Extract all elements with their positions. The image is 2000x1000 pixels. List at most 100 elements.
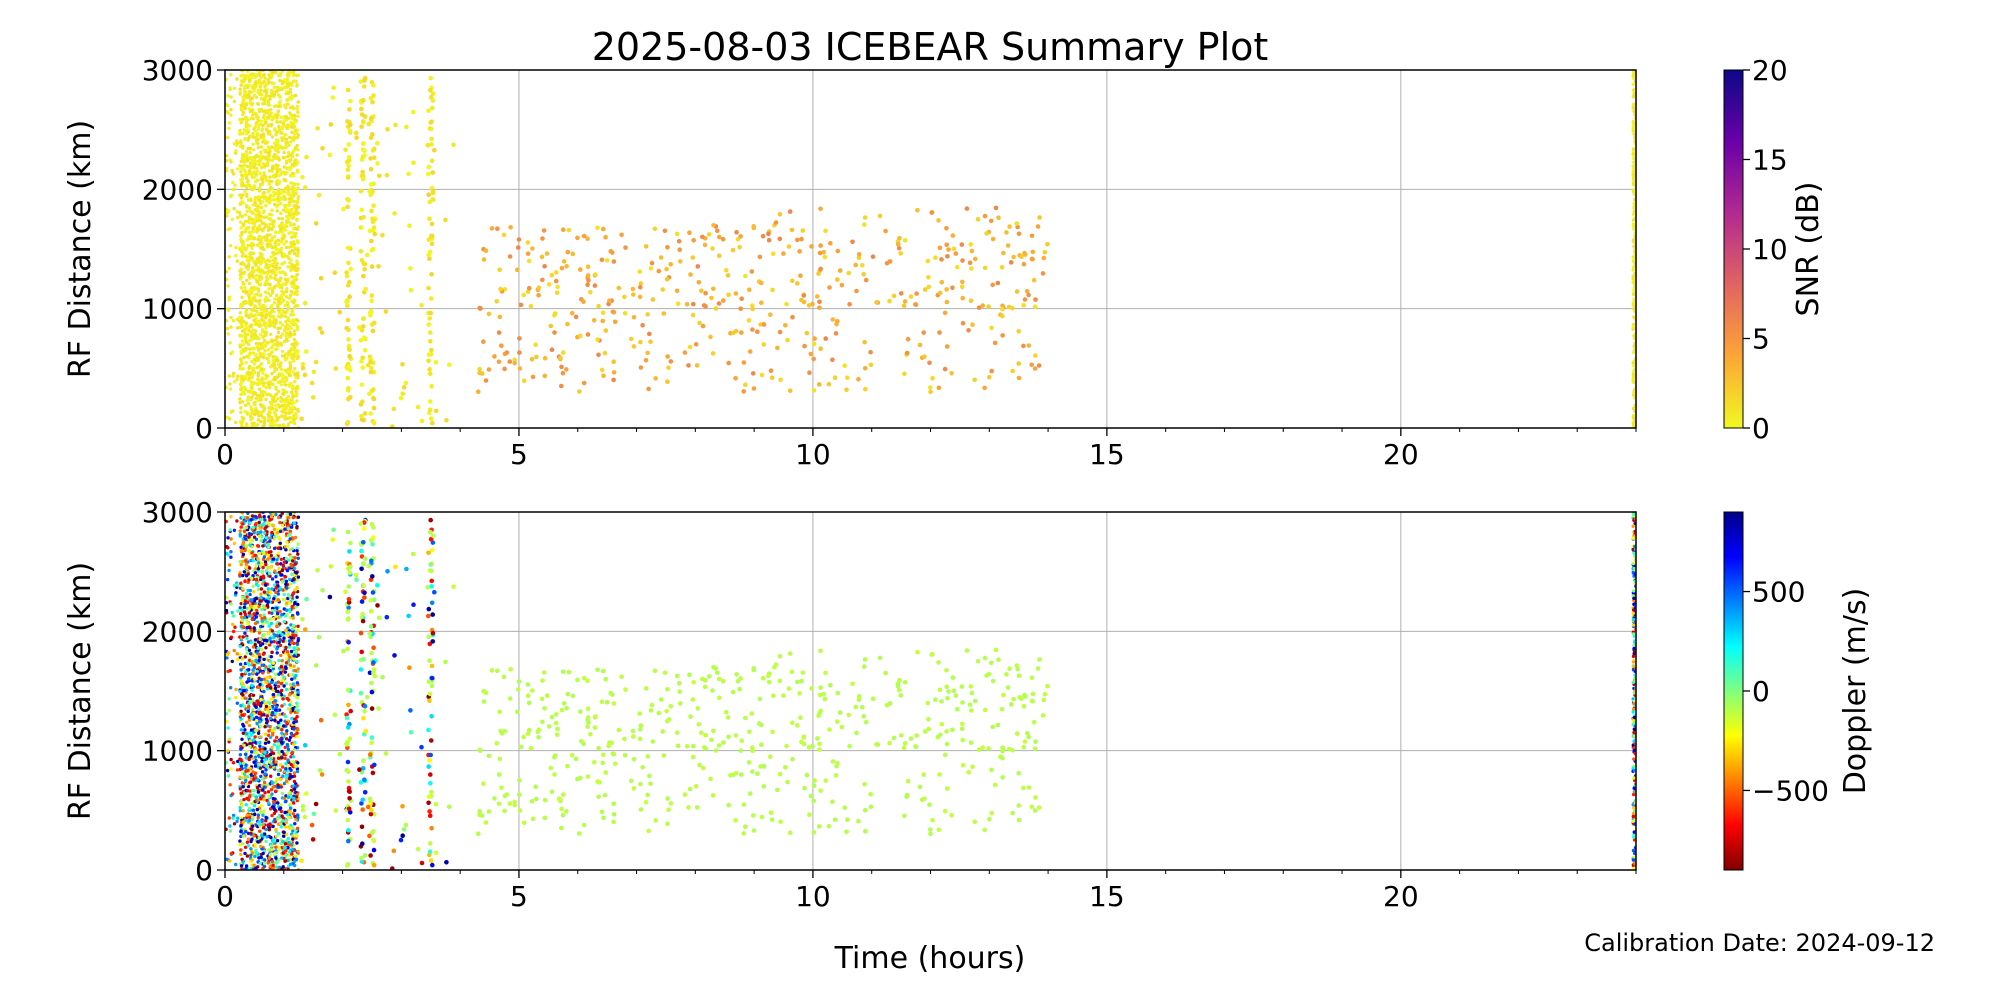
snr-point [259,150,263,154]
snr-point [274,263,279,267]
snr-point [988,218,994,224]
snr-point [257,119,261,123]
snr-point [1631,190,1636,194]
doppler-point [268,536,272,540]
doppler-point [239,548,243,553]
doppler-point [282,675,286,679]
snr-point [227,121,232,125]
snr-point [850,239,855,245]
snr-point [593,272,598,277]
doppler-point [238,809,242,813]
snr-point [226,332,230,336]
snr-point [250,246,254,250]
snr-point [426,322,432,327]
snr-point [239,349,243,353]
snr-point [601,373,606,379]
doppler-point [286,707,290,711]
snr-point [282,392,286,396]
snr-point [253,200,257,205]
snr-point [272,198,276,202]
snr-point [269,332,273,336]
snr-point [747,287,752,293]
snr-point [240,166,244,171]
snr-point [286,394,290,399]
doppler-point [276,768,280,773]
doppler-point [285,729,289,733]
snr-point [247,276,252,280]
snr-point [1016,329,1021,334]
doppler-point [273,672,278,676]
snr-point [585,282,590,288]
snr-point [1010,305,1015,311]
snr-point [284,159,289,163]
snr-point [240,215,244,219]
snr-point [976,305,982,311]
snr-point [248,373,252,378]
snr-point [228,382,232,386]
snr-point [939,279,945,285]
doppler-point [253,854,257,859]
snr-point [811,341,817,347]
snr-point [658,255,664,260]
snr-point [276,314,281,318]
snr-point [232,99,237,104]
snr-point [260,259,264,263]
snr-point [292,204,296,208]
snr-point [287,408,292,412]
doppler-point [239,848,243,852]
snr-point [256,371,261,375]
snr-point [255,166,259,171]
snr-point [272,410,276,414]
doppler-point [250,514,255,518]
snr-point [231,319,236,323]
doppler-point [252,535,257,539]
snr-point [766,231,771,237]
snr-point [656,268,662,274]
snr-point [284,203,288,208]
snr-point [256,373,260,378]
snr-point [242,355,246,360]
figure-title: 2025-08-03 ICEBEAR Summary Plot [592,25,1269,69]
snr-point [257,210,261,214]
snr-point [292,194,296,198]
snr-point [240,156,244,161]
snr-point [285,309,289,313]
snr-point [1000,333,1005,338]
snr-point [996,215,1001,220]
snr-point [264,238,268,242]
snr-point [917,342,923,348]
snr-point [271,358,276,362]
doppler-point [245,618,249,622]
snr-point [271,70,275,75]
snr-point [1041,255,1047,261]
doppler-point [239,709,243,713]
snr-point [262,247,266,252]
snr-point [296,133,301,137]
snr-point [750,306,755,312]
doppler-point [278,712,282,717]
snr-point [248,339,252,343]
doppler-point [244,591,249,596]
snr-point [675,301,681,307]
snr-point [548,323,554,329]
snr-point [481,339,486,345]
snr-point [268,226,272,231]
snr-point [622,311,628,316]
doppler-point [258,735,263,739]
snr-point [359,124,364,130]
snr-point [539,254,545,260]
snr-point [229,108,233,112]
snr-point [246,347,250,351]
snr-point [266,123,271,127]
snr-point [238,367,242,371]
snr-point [344,273,350,279]
doppler-point [256,815,260,820]
snr-point [950,233,956,238]
snr-point [241,193,245,197]
doppler-point [245,595,249,599]
doppler-point [257,652,261,656]
snr-point [273,244,278,248]
snr-point [280,131,284,135]
snr-point [646,386,651,392]
snr-point [371,83,376,88]
